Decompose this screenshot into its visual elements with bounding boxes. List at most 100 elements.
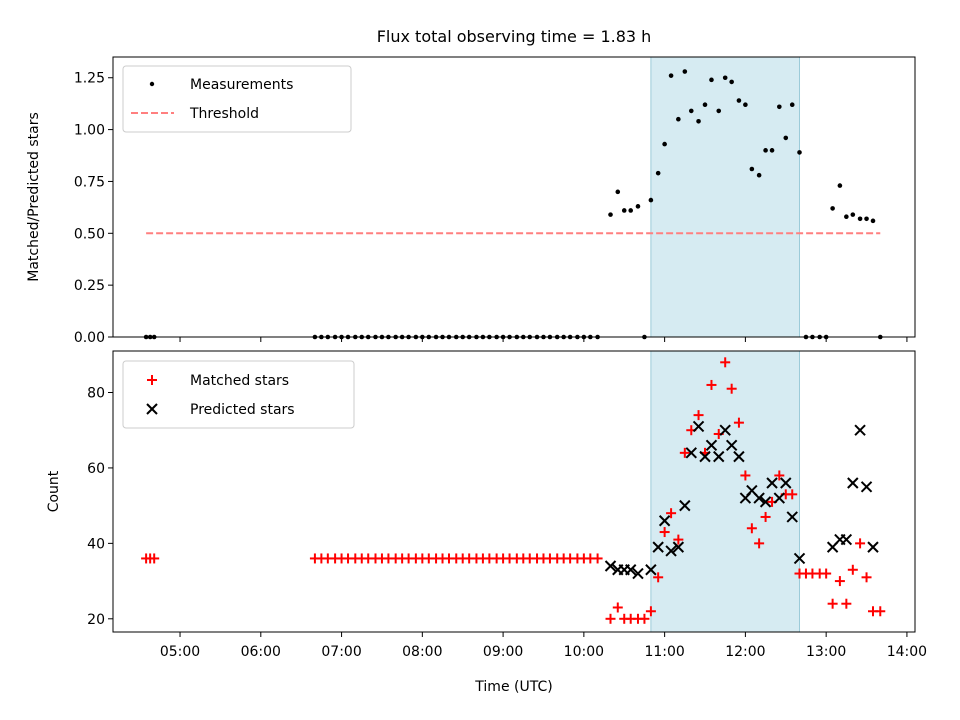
measurement-point — [837, 183, 843, 188]
measurement-point — [850, 212, 856, 217]
predicted-star-point — [759, 496, 772, 508]
predicted-star-point — [793, 552, 806, 565]
measurement-point — [864, 216, 869, 222]
top-plot-frame — [112, 56, 916, 338]
matched-star-point — [693, 410, 704, 421]
bottom-plot-frame — [112, 350, 916, 633]
measurement-point — [763, 148, 768, 153]
x-tick-label: 07:00 — [321, 644, 361, 660]
measurement-point — [870, 218, 876, 224]
matched-star-point — [841, 598, 852, 609]
measurement-point — [716, 108, 722, 114]
predicted-star-point — [719, 424, 731, 436]
measurement-point — [682, 69, 688, 74]
measurement-point — [662, 141, 667, 147]
matched-star-point — [827, 598, 838, 609]
bottom-observing-span — [650, 350, 801, 633]
legend-plus-glyph — [147, 375, 157, 385]
predicted-star-point — [658, 515, 671, 527]
top-y-tick-label: 0.00 — [74, 330, 105, 346]
legend-measurements-label: Measurements — [190, 77, 293, 93]
matched-star-point — [720, 357, 731, 368]
measurement-point — [743, 102, 748, 108]
predicted-star-point — [786, 511, 798, 523]
bottom-plot-counts: 20 40 60 80 05:00 06:00 07:00 08:00 09:00 10:00 11… — [46, 350, 927, 695]
top-legend: Measurements Threshold — [122, 65, 352, 133]
predicted-star-point — [665, 545, 677, 557]
matched-star-point — [787, 489, 798, 500]
predicted-star-point — [860, 481, 873, 493]
matched-star-point — [821, 568, 832, 579]
matched-star-point — [847, 564, 858, 575]
predicted-star-point — [685, 447, 697, 459]
bottom-y-tick-label: 60 — [87, 461, 105, 477]
predicted-star-point — [766, 477, 778, 489]
measurement-point — [729, 79, 734, 85]
predicted-star-point — [604, 560, 617, 572]
measurement-point — [756, 172, 762, 178]
measurement-point — [615, 189, 621, 195]
bottom-axis-ticks: 20 40 60 80 05:00 06:00 07:00 08:00 09:00 10:00 11… — [87, 385, 927, 660]
predicted-star-point — [713, 450, 725, 463]
predicted-star-point — [725, 439, 738, 452]
predicted-star-point — [867, 541, 879, 553]
x-axis-label: Time (UTC) — [474, 679, 552, 695]
predicted-star-point — [854, 424, 866, 436]
top-axis-ticks: 0.00 0.25 0.50 0.75 1.00 1.25 — [74, 71, 908, 346]
matched-star-point — [612, 602, 623, 613]
matched-star-point — [673, 534, 684, 545]
legend-matched-marker — [147, 375, 157, 385]
matched-star-point — [733, 417, 744, 428]
predicted-star-point — [705, 439, 718, 452]
matched-star-point — [855, 538, 866, 549]
matched-star-point — [645, 606, 656, 617]
chart-title: Flux total observing time = 1.83 h — [377, 27, 652, 46]
top-data-marks — [143, 69, 883, 340]
measurement-point — [709, 77, 714, 83]
x-tick-label: 14:00 — [887, 644, 927, 660]
matched-star-point — [740, 470, 751, 481]
predicted-star-point — [840, 533, 853, 546]
measurement-point — [628, 208, 634, 213]
measurement-point — [797, 150, 802, 155]
matched-star-point — [706, 379, 717, 390]
measurement-point — [635, 204, 641, 209]
measurement-point — [668, 73, 674, 78]
legend-measurements-marker — [149, 81, 155, 87]
top-y-axis-label: Matched/Predicted stars — [26, 112, 42, 282]
matched-star-point — [653, 572, 664, 583]
matched-star-point — [726, 383, 737, 394]
measurement-point — [844, 214, 849, 220]
predicted-star-point — [699, 450, 711, 463]
matched-star-point — [666, 508, 677, 519]
top-observing-span — [650, 56, 801, 338]
bottom-legend-box — [122, 360, 355, 429]
predicted-star-point — [652, 541, 664, 553]
measurement-point — [702, 102, 708, 108]
predicted-star-point — [780, 477, 792, 489]
legend-predicted-marker — [146, 403, 158, 415]
measurement-point — [655, 170, 661, 176]
predicted-star-point — [753, 492, 765, 504]
predicted-star-point — [692, 420, 705, 433]
matched-star-point — [834, 576, 845, 587]
measurement-point — [648, 197, 654, 203]
measurement-point — [830, 206, 835, 211]
measurement-point — [789, 102, 795, 108]
predicted-star-point — [679, 499, 691, 512]
top-y-tick-label: 1.00 — [74, 123, 105, 139]
bottom-y-tick-label: 80 — [87, 385, 105, 401]
measurement-point — [749, 166, 755, 172]
measurement-point — [783, 135, 789, 141]
measurement-point — [769, 148, 775, 153]
matched-star-point — [659, 527, 670, 538]
x-tick-label: 11:00 — [644, 644, 684, 660]
measurement-point — [676, 116, 681, 122]
measurement-point — [608, 212, 613, 217]
legend-threshold-label: Threshold — [189, 106, 259, 122]
top-legend-box — [122, 65, 352, 133]
measurement-point — [722, 75, 728, 81]
x-tick-label: 12:00 — [725, 644, 765, 660]
predicted-star-point — [847, 477, 859, 489]
matched-star-point — [760, 511, 771, 522]
